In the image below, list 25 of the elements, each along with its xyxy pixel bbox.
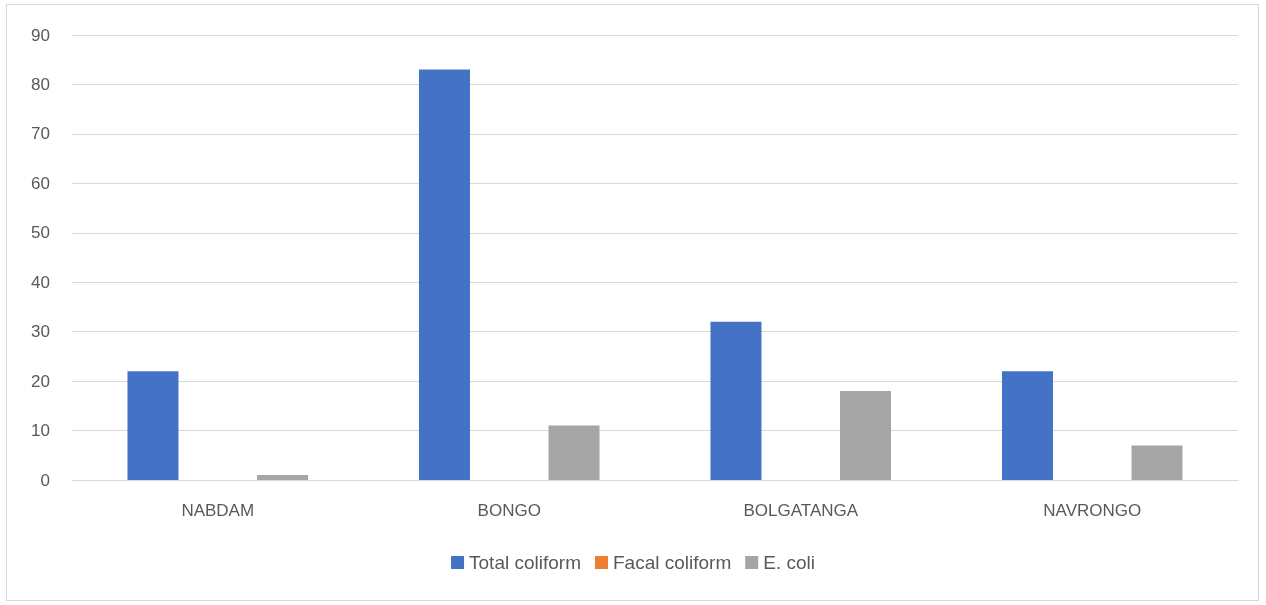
legend-label: E. coli	[763, 552, 815, 573]
y-tick-label: 20	[31, 371, 50, 391]
y-tick-label: 50	[31, 223, 50, 243]
y-tick-label: 90	[31, 25, 50, 45]
bar	[710, 321, 762, 480]
y-tick-label: 10	[31, 421, 50, 441]
y-tick-label: 80	[31, 74, 50, 94]
x-tick-label: BOLGATANGA	[743, 501, 859, 520]
y-tick-label: 60	[31, 173, 50, 193]
legend-label: Total coliform	[469, 552, 581, 573]
y-tick-label: 30	[31, 322, 50, 342]
bar	[840, 391, 892, 480]
bar	[127, 371, 179, 480]
legend-label: Facal coliform	[612, 552, 732, 573]
bar	[1001, 371, 1053, 480]
x-tick-label: BONGO	[477, 501, 541, 520]
bar	[257, 475, 309, 480]
bar	[1131, 445, 1183, 480]
x-tick-label: NABDAM	[181, 501, 255, 520]
x-tick-label: NAVRONGO	[1043, 501, 1142, 520]
y-tick-label: 70	[31, 124, 50, 144]
y-tick-label: 0	[40, 470, 50, 490]
bar	[418, 69, 470, 480]
bar	[548, 425, 600, 480]
y-tick-label: 40	[31, 272, 50, 292]
